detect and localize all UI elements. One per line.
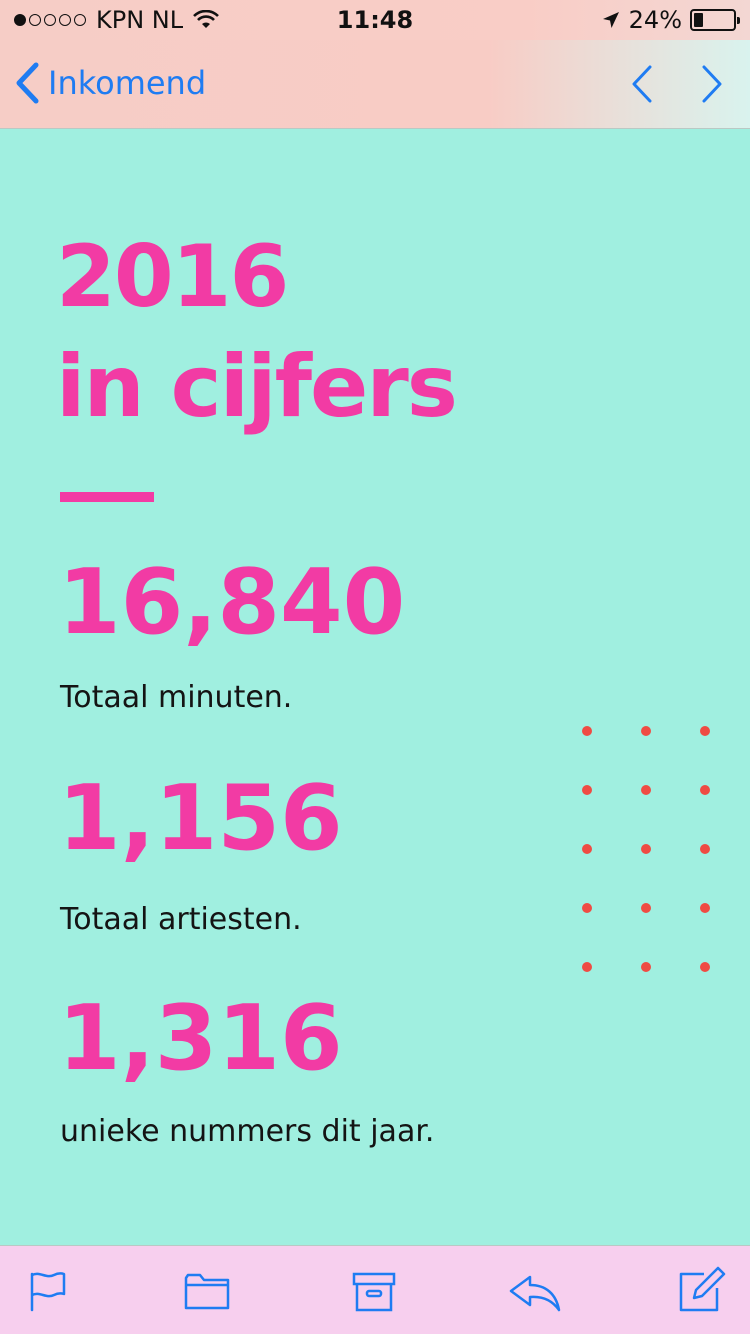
decorative-dot-grid (582, 726, 722, 986)
status-left: KPN NL (14, 6, 220, 34)
flag-icon (30, 1272, 66, 1312)
decorative-dot (641, 785, 651, 795)
decorative-dot (582, 903, 592, 913)
headline-year: 2016 (56, 227, 289, 327)
battery-percent: 24% (628, 6, 682, 34)
status-bar: KPN NL 11:48 24% (0, 0, 750, 40)
archive-icon (352, 1272, 396, 1312)
battery-icon (690, 9, 740, 31)
previous-message-button[interactable] (630, 64, 654, 108)
status-time: 11:48 (336, 6, 414, 34)
compose-button[interactable] (678, 1266, 726, 1316)
stat-artists-value: 1,156 (58, 766, 343, 871)
decorative-dot (700, 726, 710, 736)
status-right: 24% (601, 6, 740, 34)
decorative-dot (700, 962, 710, 972)
navigation-bar: Inkomend (0, 40, 750, 129)
decorative-dot (582, 785, 592, 795)
bottom-toolbar (0, 1245, 750, 1334)
back-button-label: Inkomend (48, 64, 207, 102)
stat-tracks-value: 1,316 (58, 986, 343, 1091)
compose-icon (679, 1266, 726, 1312)
next-message-button[interactable] (700, 64, 724, 108)
wifi-icon (193, 10, 220, 28)
message-navigation (630, 64, 724, 108)
decorative-dot (700, 903, 710, 913)
carrier-name: KPN NL (96, 6, 184, 34)
stat-minutes-label: Totaal minuten. (60, 680, 293, 715)
chevron-down-icon (702, 65, 722, 103)
folder-icon (184, 1273, 230, 1310)
archive-button[interactable] (352, 1272, 396, 1316)
signal-strength-icon (14, 14, 86, 26)
headline-divider (60, 492, 154, 502)
stat-minutes-value: 16,840 (58, 550, 406, 655)
decorative-dot (641, 903, 651, 913)
move-to-folder-button[interactable] (184, 1272, 230, 1314)
decorative-dot (641, 844, 651, 854)
email-headline: 2016 in cijfers (56, 222, 458, 442)
decorative-dot (700, 785, 710, 795)
decorative-dot (641, 962, 651, 972)
stat-artists-label: Totaal artiesten. (60, 902, 302, 937)
email-body: 2016 in cijfers 16,840 Totaal minuten. 1… (0, 130, 750, 1245)
stat-tracks-label: unieke nummers dit jaar. (60, 1114, 435, 1149)
flag-button[interactable] (28, 1270, 68, 1316)
reply-icon (509, 1275, 561, 1312)
decorative-dot (582, 726, 592, 736)
location-arrow-icon (602, 12, 619, 28)
decorative-dot (641, 726, 651, 736)
chevron-up-icon (632, 65, 652, 103)
decorative-dot (700, 844, 710, 854)
reply-button[interactable] (508, 1274, 562, 1316)
decorative-dot (582, 962, 592, 972)
chevron-left-icon (16, 62, 39, 104)
headline-subtitle: in cijfers (56, 337, 458, 437)
back-button[interactable]: Inkomend (14, 62, 206, 104)
decorative-dot (582, 844, 592, 854)
